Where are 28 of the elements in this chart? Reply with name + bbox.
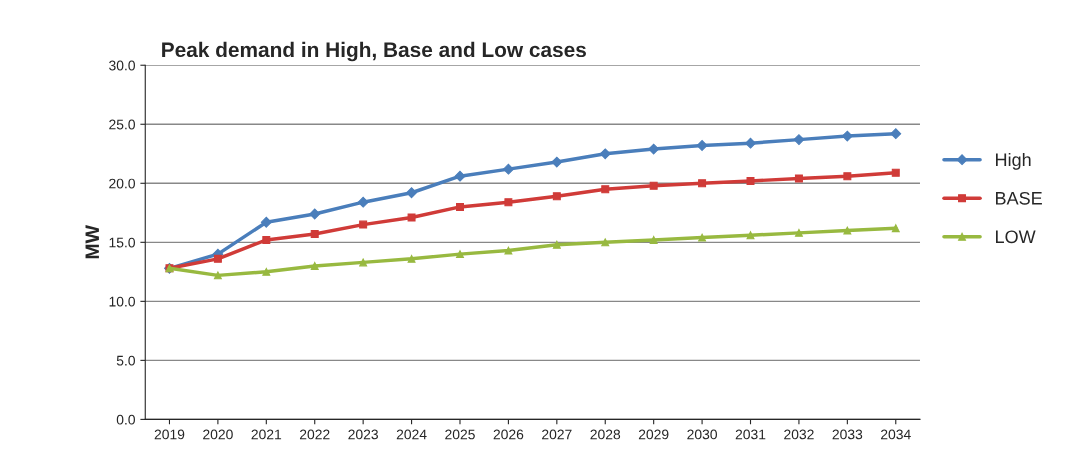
y-tick-label: 10.0 [109, 296, 135, 307]
x-tick-label: 2028 [590, 429, 621, 440]
x-tick-label: 2025 [445, 429, 475, 440]
y-tick-label: 0.0 [116, 414, 135, 425]
x-tick-label: 2022 [299, 429, 330, 440]
x-tick-label: 2027 [542, 429, 572, 440]
x-tick-label: 2024 [396, 429, 427, 440]
y-axis-title: MW [85, 225, 99, 259]
y-tick-label: 20.0 [109, 178, 135, 189]
x-tick-label: 2032 [784, 429, 814, 440]
y-tick-label: 30.0 [109, 60, 135, 71]
legend-label: High [996, 152, 1031, 170]
chart-title: Peak demand in High, Base and Low cases [162, 41, 586, 62]
x-tick-label: 2023 [348, 429, 378, 440]
legend-label: LOW [996, 230, 1036, 244]
x-tick-label: 2031 [735, 429, 766, 440]
x-tick-label: 2033 [832, 429, 863, 440]
x-tick-label: 2026 [493, 429, 524, 440]
x-tick-label: 2030 [687, 429, 717, 440]
x-tick-label: 2020 [203, 429, 233, 440]
y-tick-label: 15.0 [109, 237, 135, 248]
x-tick-label: 2034 [881, 429, 911, 440]
legend-label: BASE [996, 191, 1042, 205]
x-tick-label: 2021 [251, 429, 282, 440]
y-tick-label: 25.0 [109, 119, 135, 130]
x-tick-label: 2019 [154, 429, 185, 440]
x-tick-label: 2029 [638, 429, 669, 440]
y-tick-label: 5.0 [116, 355, 135, 366]
